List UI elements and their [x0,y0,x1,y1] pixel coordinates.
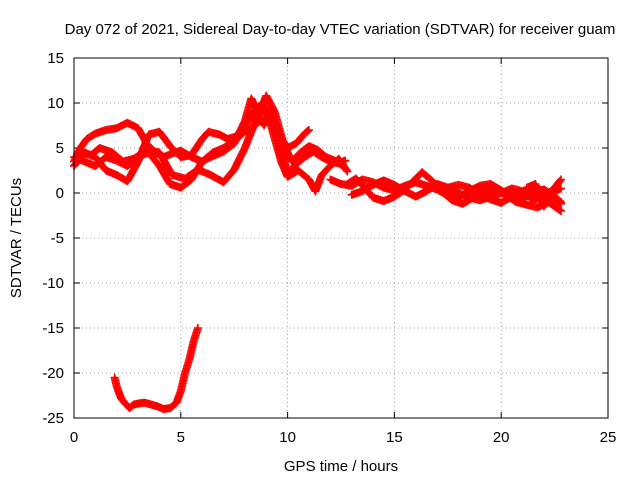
grid [74,58,608,418]
data-series-track-10 [110,324,202,413]
data-points [70,91,566,413]
y-tick-label: -10 [42,275,64,292]
y-tick-label: 0 [56,185,64,202]
data-point [339,162,348,170]
data-series-track-4 [74,91,348,187]
y-tick-label: -20 [42,365,64,382]
data-point [342,166,351,175]
data-series-track-9 [522,180,566,211]
y-tick-label: -25 [42,410,64,427]
data-point [193,324,202,332]
data-point [556,176,565,185]
y-tick-label: 5 [56,140,64,157]
plot-frame [73,57,609,419]
x-axis-label: GPS time / hours [284,458,398,475]
data-point [303,126,312,135]
x-tick-label: 20 [493,429,510,446]
axis-ticks: 0 5 10 15 20 25 -25 -20 -15 -10 -5 0 5 10 15 [42,50,616,446]
x-tick-label: 15 [386,429,403,446]
data-point [343,167,352,176]
data-point [557,199,566,208]
y-tick-label: -5 [51,230,64,247]
y-tick-label: 15 [47,50,64,67]
data-point [557,207,566,215]
x-tick-label: 5 [177,429,185,446]
y-tick-label: -15 [42,320,64,337]
data-point [555,206,564,215]
y-tick-label: 10 [47,95,64,112]
data-point [557,175,566,184]
data-point [304,126,313,134]
chart-title: Day 072 of 2021, Sidereal Day-to-day VTE… [65,21,616,38]
x-tick-label: 10 [279,429,296,446]
x-tick-label: 0 [70,429,78,446]
data-point [557,184,566,193]
y-axis-label: SDTVAR / TECUs [8,178,25,298]
data-point [555,198,564,207]
x-tick-label: 25 [600,429,617,446]
